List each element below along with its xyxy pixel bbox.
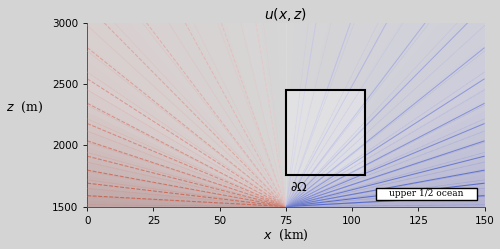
Text: upper 1/2 ocean: upper 1/2 ocean: [389, 189, 464, 198]
Y-axis label: $z$  (m): $z$ (m): [6, 100, 43, 115]
Bar: [286, 90, 366, 175]
Title: $u(x, z)$: $u(x, z)$: [264, 5, 308, 23]
Bar: [376, 187, 476, 200]
X-axis label: $x$  (km): $x$ (km): [263, 228, 309, 244]
Text: $\partial\Omega$: $\partial\Omega$: [290, 181, 308, 194]
Bar: [286, 90, 366, 175]
